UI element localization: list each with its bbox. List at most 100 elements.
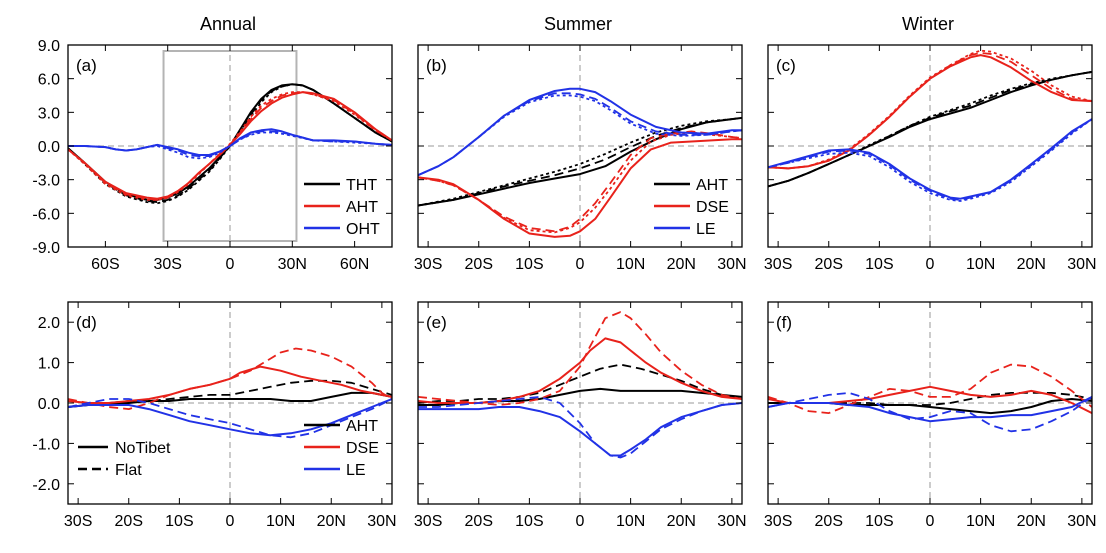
series-line-c-dse-solid: [768, 54, 1092, 170]
x-tick-label-e: 20S: [465, 513, 493, 530]
legend-label-b-aht: AHT: [696, 177, 728, 194]
x-tick-label-a: 60N: [340, 256, 369, 273]
x-tick-label-b: 20N: [667, 256, 696, 273]
legend-label-a-oht: OHT: [346, 221, 380, 238]
series-line-c-aht-dot: [768, 71, 1092, 188]
series-line-d-dse-solid: [68, 365, 392, 404]
x-tick-label-f: 0: [926, 513, 935, 530]
legend-label-b-le: LE: [696, 221, 716, 238]
series-line-f-dse-dash: [768, 363, 1092, 414]
legend-label-a-aht: AHT: [346, 199, 378, 216]
x-tick-label-c: 20N: [1017, 256, 1046, 273]
panel-b: 30S 20S 10S 0 10N 20N 30N (b): [414, 44, 747, 273]
x-tick-label-e: 10S: [515, 513, 543, 530]
x-tick-label-d: 10N: [266, 513, 295, 530]
x-tick-label-e: 20N: [667, 513, 696, 530]
panel-label-a: (a): [76, 56, 97, 75]
series-line-e-aht-dash: [418, 363, 742, 404]
legend-style-label-flat: Flat: [115, 462, 142, 479]
x-tick-label-e: 30N: [717, 513, 746, 530]
x-tick-label-d: 30S: [64, 513, 92, 530]
y-tick-label-a: 9.0: [38, 38, 60, 55]
y-tick-label-d: -1.0: [32, 436, 60, 453]
x-tick-label-f: 20S: [815, 513, 843, 530]
panel-label-e: (e): [426, 313, 447, 332]
series-line-c-le-dot: [768, 118, 1092, 202]
series-line-c-dse-dash: [768, 52, 1092, 170]
x-tick-label-b: 0: [576, 256, 585, 273]
panel-label-b: (b): [426, 56, 447, 75]
panel-label-c: (c): [776, 56, 796, 75]
x-tick-label-e: 10N: [616, 513, 645, 530]
y-tick-label-a: 6.0: [38, 72, 60, 89]
y-tick-label-d: -2.0: [32, 477, 60, 494]
panel-label-f: (f): [776, 313, 792, 332]
series-line-d-dse-dash: [68, 347, 392, 410]
panel-c: 30S 20S 10S 0 10N 20N 30N (c): [764, 44, 1097, 273]
x-tick-label-d: 10S: [165, 513, 193, 530]
x-tick-label-b: 10S: [515, 256, 543, 273]
y-tick-label-a: -3.0: [32, 173, 60, 190]
x-tick-label-c: 30S: [764, 256, 792, 273]
series-line-d-le-solid: [68, 398, 392, 437]
x-tick-label-b: 20S: [465, 256, 493, 273]
x-tick-label-c: 20S: [815, 256, 843, 273]
legend-label-a-tht: THT: [346, 177, 377, 194]
x-tick-label-d: 20N: [317, 513, 346, 530]
column-title-annual: Annual: [200, 14, 256, 34]
x-tick-label-d: 0: [226, 513, 235, 530]
x-tick-label-f: 20N: [1017, 513, 1046, 530]
series-line-b-aht-dot: [418, 117, 742, 207]
x-tick-label-b: 10N: [616, 256, 645, 273]
y-tick-label-a: -6.0: [32, 206, 60, 223]
x-tick-label-b: 30N: [717, 256, 746, 273]
legend-label-d-dse: DSE: [346, 440, 379, 457]
y-tick-label-d: 2.0: [38, 315, 60, 332]
panel-f: 30S 20S 10S 0 10N 20N 30N (f): [764, 301, 1097, 530]
x-tick-label-b: 30S: [414, 256, 442, 273]
x-tick-label-c: 10N: [966, 256, 995, 273]
series-line-a-tht-dot: [68, 83, 392, 205]
x-tick-label-c: 0: [926, 256, 935, 273]
legend-style-label-notibet: NoTibet: [115, 440, 171, 457]
x-tick-label-a: 30S: [153, 256, 181, 273]
series-line-c-le-dash: [768, 118, 1092, 201]
column-title-summer: Summer: [544, 14, 612, 34]
x-tick-label-e: 30S: [414, 513, 442, 530]
x-tick-label-c: 10S: [865, 256, 893, 273]
x-tick-label-a: 60S: [91, 256, 119, 273]
x-tick-label-f: 30N: [1067, 513, 1096, 530]
series-line-b-aht-dash: [418, 117, 742, 207]
y-tick-label-d: 1.0: [38, 356, 60, 373]
panel-e: 30S 20S 10S 0 10N 20N 30N (e): [414, 301, 747, 530]
x-tick-label-f: 30S: [764, 513, 792, 530]
x-tick-label-d: 20S: [115, 513, 143, 530]
series-line-c-aht-dash: [768, 71, 1092, 188]
series-line-c-dse-dot: [768, 49, 1092, 170]
legend-label-b-dse: DSE: [696, 199, 729, 216]
legend-label-d-aht: AHT: [346, 418, 378, 435]
series-line-f-le-solid: [768, 396, 1092, 423]
series-line-b-dse-dash: [418, 130, 742, 233]
x-tick-label-a: 0: [226, 256, 235, 273]
x-tick-label-d: 30N: [367, 513, 396, 530]
y-tick-label-a: 0.0: [38, 139, 60, 156]
series-line-f-le-dash: [768, 392, 1092, 433]
series-line-c-le-solid: [768, 118, 1092, 200]
panel-a: 60S 30S 0 30N 60N -9.0 -6.0 -3.0 0.0 3.0 6.0 9.0 (a): [32, 38, 393, 273]
x-tick-label-c: 30N: [1067, 256, 1096, 273]
x-tick-label-e: 0: [576, 513, 585, 530]
panel-label-d: (d): [76, 313, 97, 332]
y-tick-label-d: 0.0: [38, 396, 60, 413]
series-line-a-oht-dash: [68, 130, 392, 157]
x-tick-label-f: 10N: [966, 513, 995, 530]
x-tick-label-a: 30N: [278, 256, 307, 273]
y-tick-label-a: -9.0: [32, 240, 60, 257]
series-line-f-aht-solid: [768, 398, 1092, 415]
x-tick-label-f: 10S: [865, 513, 893, 530]
column-title-winter: Winter: [902, 14, 954, 34]
panel-d: 30S 20S 10S 0 10N 20N 30N -2.0 -1.0 0.0 1.0 2.0 (d): [32, 301, 397, 530]
series-line-d-aht-solid: [68, 391, 392, 408]
legend-label-d-le: LE: [346, 462, 366, 479]
